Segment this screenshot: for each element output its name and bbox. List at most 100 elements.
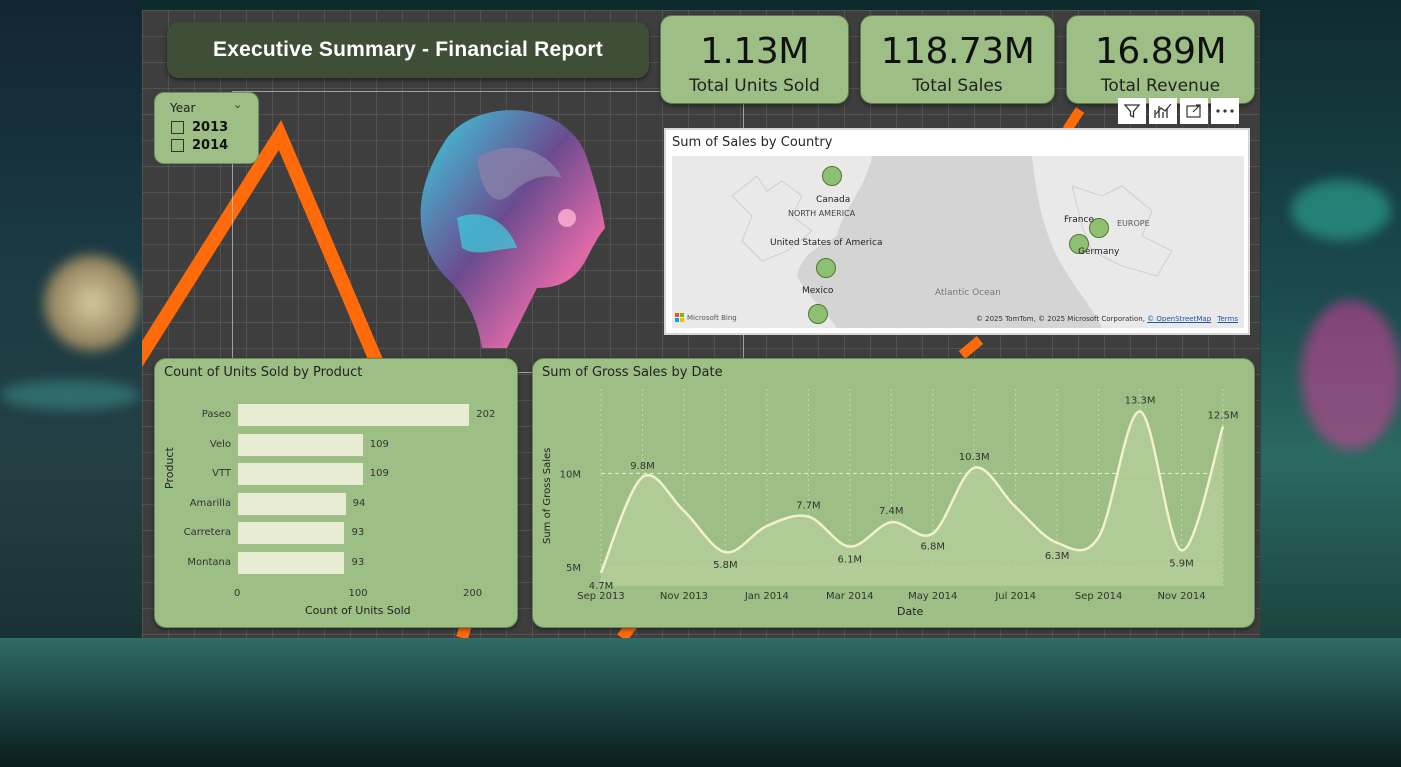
map-label-north-america: NORTH AMERICA bbox=[788, 209, 856, 218]
line-chart-plot: 5M 10M 4.7M 9.8M 5.8M 7.7M 6.1M 7.4M 6.8M 10.3M 6.… bbox=[560, 389, 1239, 602]
bar-value-label: 109 bbox=[369, 468, 389, 479]
kpi-value: 16.89M bbox=[1094, 31, 1227, 72]
map-bubble-canada[interactable] bbox=[822, 166, 842, 186]
x-tick-label: Sep 2014 bbox=[1075, 591, 1122, 602]
bar-amarilla[interactable] bbox=[238, 492, 346, 515]
data-label: 13.3M bbox=[1125, 396, 1156, 407]
terms-link[interactable]: Terms bbox=[1217, 315, 1238, 323]
data-label: 7.7M bbox=[796, 501, 821, 512]
filter-icon[interactable] bbox=[1118, 98, 1146, 124]
x-tick-label: Jan 2014 bbox=[744, 591, 789, 602]
map-label-atlantic: Atlantic Ocean bbox=[935, 288, 1001, 298]
bar-category-label: Amarilla bbox=[189, 497, 231, 509]
background-sphere bbox=[44, 255, 140, 351]
x-tick-label: May 2014 bbox=[908, 591, 957, 602]
map-area[interactable]: Canada NORTH AMERICA United States of Am… bbox=[672, 156, 1244, 328]
map-label-mexico: Mexico bbox=[802, 286, 834, 296]
series-line bbox=[599, 410, 1225, 574]
more-options-icon[interactable] bbox=[1211, 98, 1239, 124]
map-label-canada: Canada bbox=[816, 195, 851, 205]
bar-value-label: 202 bbox=[476, 409, 496, 420]
chart-title: Sum of Gross Sales by Date bbox=[542, 365, 723, 380]
x-axis-title: Date bbox=[897, 605, 924, 618]
kpi-label: Total Units Sold bbox=[689, 76, 820, 96]
checkbox[interactable] bbox=[171, 139, 184, 152]
map-bubble-france[interactable] bbox=[1089, 218, 1109, 238]
kpi-total-sales[interactable]: 118.73M Total Sales bbox=[860, 15, 1055, 104]
bar-value-label: 93 bbox=[351, 556, 365, 568]
background-light bbox=[0, 380, 140, 410]
map-provider-label: Microsoft Bing bbox=[687, 313, 737, 322]
slicer-option-2014[interactable]: 2014 bbox=[171, 138, 228, 153]
map-label-germany: Germany bbox=[1078, 247, 1120, 257]
analyze-icon[interactable] bbox=[1149, 98, 1177, 124]
x-tick-label: Jul 2014 bbox=[994, 591, 1036, 602]
gross-sales-by-date-chart[interactable]: Sum of Gross Sales by Date 5M 10M 4.7M 9.8M… bbox=[532, 358, 1255, 628]
map-bubble-usa[interactable] bbox=[816, 258, 836, 278]
bar-category-label: Montana bbox=[187, 556, 231, 568]
x-tick-label: Mar 2014 bbox=[826, 591, 874, 602]
y-axis-title: Sum of Gross Sales bbox=[542, 447, 553, 544]
y-tick-label: 10M bbox=[560, 469, 581, 480]
data-label: 12.5M bbox=[1208, 411, 1239, 422]
map-copyright: © 2025 TomTom, © 2025 Microsoft Corporat… bbox=[975, 315, 1145, 323]
year-slicer: Year ⌄ 2013 2014 bbox=[154, 92, 259, 164]
kpi-value: 1.13M bbox=[700, 31, 809, 72]
y-tick-label: 5M bbox=[566, 563, 581, 574]
map-attribution: © 2025 TomTom, © 2025 Microsoft Corporat… bbox=[976, 315, 1238, 323]
map-title: Sum of Sales by Country bbox=[672, 135, 833, 150]
data-label: 6.3M bbox=[1045, 551, 1070, 562]
units-by-product-chart[interactable]: Count of Units Sold by Product Paseo 202 V… bbox=[154, 358, 518, 628]
background-neon-2 bbox=[1291, 180, 1391, 240]
slicer-option-label: 2014 bbox=[192, 138, 229, 153]
focus-mode-icon[interactable] bbox=[1180, 98, 1208, 124]
bar-paseo[interactable] bbox=[238, 404, 470, 426]
slicer-option-2013[interactable]: 2013 bbox=[171, 120, 228, 135]
sales-by-country-map-visual[interactable]: Sum of Sales by Country Canada NORTH AME… bbox=[664, 128, 1250, 335]
data-label: 10.3M bbox=[959, 452, 990, 463]
slicer-title: Year bbox=[170, 101, 196, 115]
bar-category-label: Velo bbox=[209, 438, 231, 450]
kpi-label: Total Sales bbox=[912, 76, 1003, 96]
background-bottom bbox=[0, 638, 1401, 767]
bar-value-label: 94 bbox=[352, 497, 366, 509]
data-label: 5.8M bbox=[713, 560, 738, 571]
report-title: Executive Summary - Financial Report bbox=[213, 38, 603, 61]
bar-chart-plot: Paseo 202 Velo 109 VTT 109 Amarilla 94 Carretera… bbox=[155, 359, 517, 627]
kpi-total-units-sold[interactable]: 1.13M Total Units Sold bbox=[660, 15, 849, 104]
x-axis-title: Count of Units Sold bbox=[305, 604, 411, 617]
bar-value-label: 93 bbox=[351, 527, 365, 538]
data-label: 4.7M bbox=[589, 581, 614, 592]
chart-title: Count of Units Sold by Product bbox=[164, 365, 363, 380]
x-tick-label: Nov 2014 bbox=[1157, 591, 1205, 602]
kpi-total-revenue[interactable]: 16.89M Total Revenue bbox=[1066, 15, 1255, 104]
bar-montana[interactable] bbox=[238, 551, 345, 574]
x-tick-label: 100 bbox=[348, 588, 368, 599]
bar-carretera[interactable] bbox=[238, 522, 345, 544]
bar-category-label: VTT bbox=[212, 468, 231, 479]
map-label-europe: EUROPE bbox=[1117, 219, 1150, 228]
data-label: 7.4M bbox=[879, 506, 904, 517]
bar-category-label: Carretera bbox=[183, 527, 231, 538]
slicer-option-label: 2013 bbox=[192, 120, 229, 135]
bar-velo[interactable] bbox=[238, 433, 363, 456]
x-tick-label: Nov 2013 bbox=[660, 591, 708, 602]
x-tick-label: Sep 2013 bbox=[577, 591, 624, 602]
x-tick-label: 200 bbox=[463, 588, 483, 599]
x-tick-label: 0 bbox=[234, 588, 241, 599]
map-label-france: France bbox=[1064, 215, 1094, 225]
chevron-down-icon[interactable]: ⌄ bbox=[233, 98, 243, 111]
data-label: 6.1M bbox=[838, 555, 863, 566]
bar-value-label: 109 bbox=[369, 438, 389, 450]
data-label: 6.8M bbox=[920, 541, 945, 552]
map-bubble-mexico[interactable] bbox=[808, 304, 828, 324]
map-provider: Microsoft Bing bbox=[675, 313, 737, 322]
checkbox[interactable] bbox=[171, 121, 184, 134]
map-bubble-germany[interactable] bbox=[1069, 234, 1089, 254]
openstreetmap-link[interactable]: © OpenStreetMap bbox=[1147, 315, 1212, 323]
bar-vtt[interactable] bbox=[238, 463, 363, 485]
data-label: 9.8M bbox=[630, 461, 655, 472]
map-label-usa: United States of America bbox=[770, 238, 883, 248]
data-label: 5.9M bbox=[1169, 558, 1194, 569]
area-fill bbox=[601, 411, 1223, 586]
